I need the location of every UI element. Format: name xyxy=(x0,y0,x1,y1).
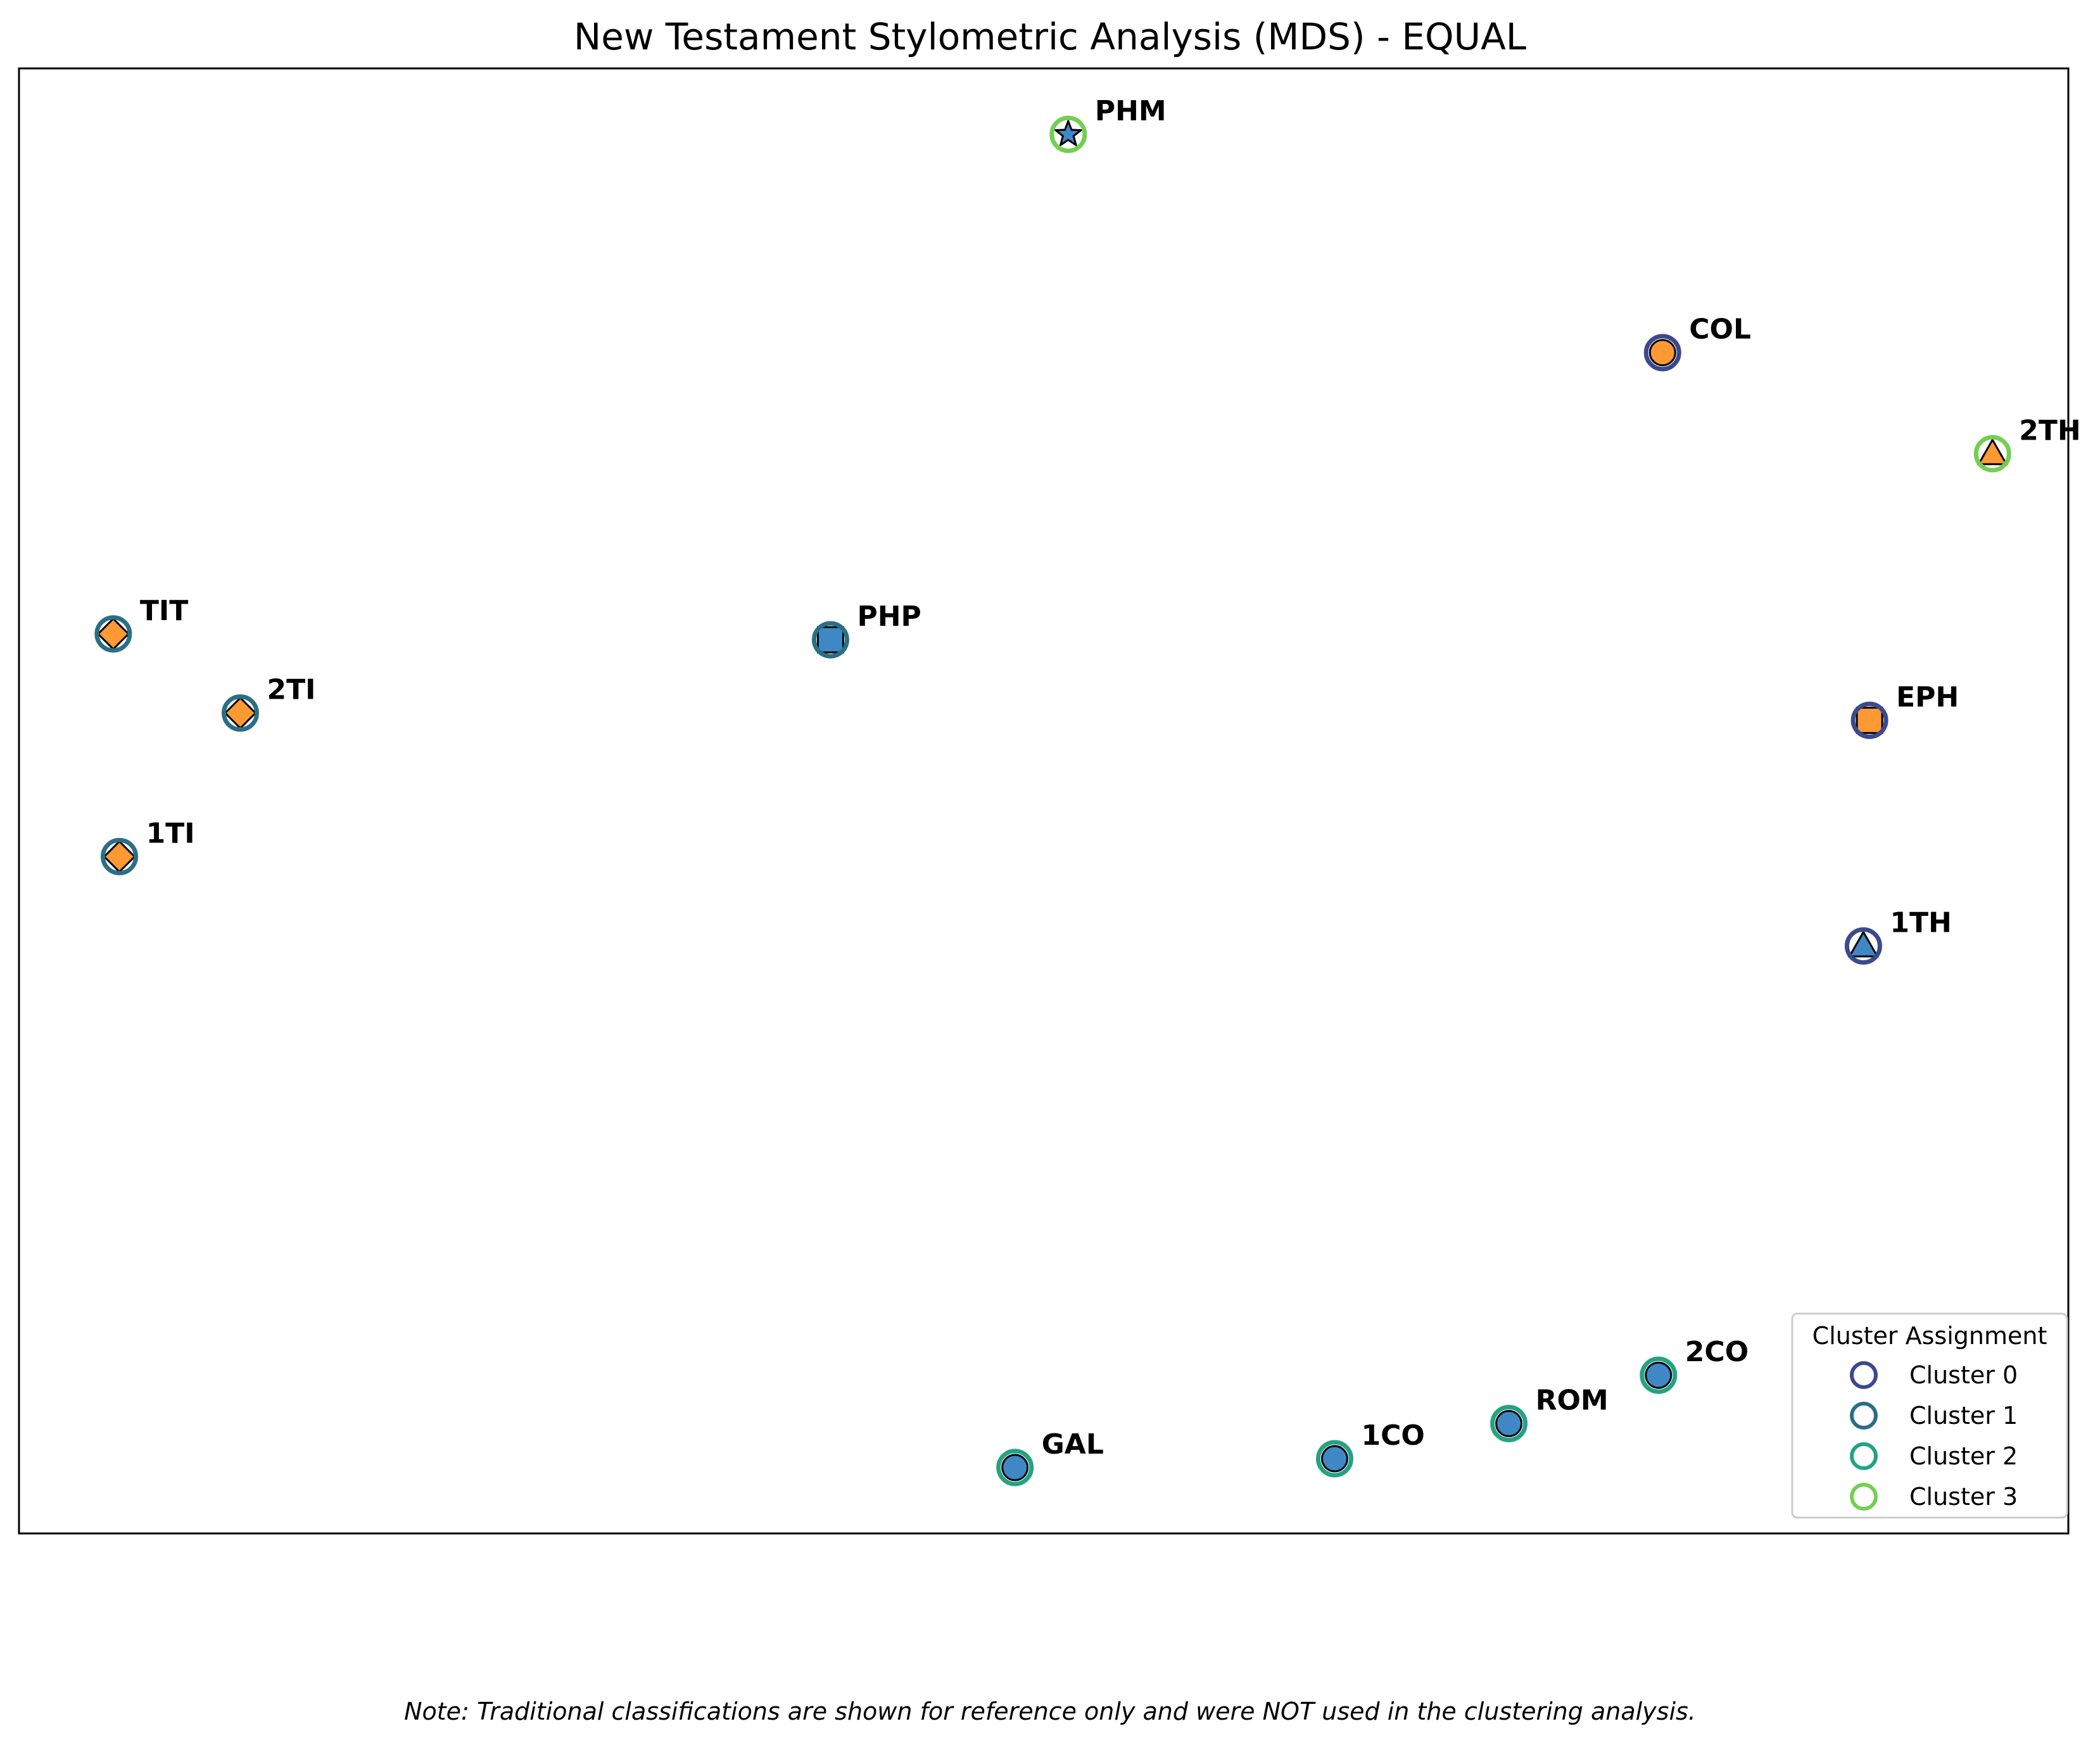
circle-marker xyxy=(1001,1454,1029,1482)
cluster-ring xyxy=(1844,927,1882,965)
legend-title: Cluster Assignment xyxy=(1812,1322,2047,1350)
triangle-marker xyxy=(1847,930,1879,958)
cluster-ring xyxy=(221,694,259,732)
cluster-ring xyxy=(1640,1356,1678,1394)
cluster-ring xyxy=(101,837,139,875)
cluster-ring xyxy=(811,621,849,659)
legend-entries: Cluster 0 Cluster 1 Cluster 2 Cluster 3 xyxy=(1850,1361,2018,1511)
point-label-tit: TIT xyxy=(140,595,188,627)
square-marker xyxy=(816,626,844,654)
point-rom xyxy=(1490,1405,1528,1443)
cluster-ring xyxy=(1490,1405,1528,1443)
point-eph xyxy=(1850,701,1888,739)
legend-label: Cluster 0 xyxy=(1909,1361,2018,1389)
point-label-1th: 1TH xyxy=(1890,906,1951,939)
point-label-gal: GAL xyxy=(1042,1428,1104,1461)
legend-entry-cluster-0: Cluster 0 xyxy=(1850,1361,2018,1389)
circle-marker xyxy=(1495,1410,1523,1438)
legend-entry-cluster-2: Cluster 2 xyxy=(1850,1442,2018,1470)
point-2co xyxy=(1640,1356,1678,1394)
point-label-rom: ROM xyxy=(1536,1385,1609,1417)
cluster-ring xyxy=(1850,701,1888,739)
star-marker xyxy=(1053,118,1084,148)
point-label-1ti: 1TI xyxy=(146,817,195,849)
point-1co xyxy=(1316,1440,1354,1478)
point-label-2ti: 2TI xyxy=(267,674,315,706)
point-label-phm: PHM xyxy=(1095,95,1167,127)
point-tit xyxy=(94,615,132,653)
cluster-ring xyxy=(1973,435,2011,473)
footnote: Note: Traditional classifications are sh… xyxy=(404,1697,1696,1725)
point-phm xyxy=(1049,115,1087,153)
circle-marker xyxy=(1321,1445,1349,1473)
point-col xyxy=(1643,334,1681,372)
cluster-ring xyxy=(996,1449,1034,1487)
legend-swatch xyxy=(1850,1361,1878,1389)
point-php xyxy=(811,621,849,659)
plot-area-frame xyxy=(18,67,2070,1535)
circle-marker xyxy=(1648,339,1676,367)
legend-swatch xyxy=(1850,1483,1878,1511)
cluster-ring xyxy=(1643,334,1681,372)
point-label-php: PHP xyxy=(857,600,921,633)
legend-swatch xyxy=(1850,1402,1878,1430)
data-labels: PHM COL 2TH TIT PHP 2TI EPH 1TI 1TH 2CO ROM 1CO GAL xyxy=(140,95,2081,1461)
cluster-ring xyxy=(1316,1440,1354,1478)
legend-swatch xyxy=(1850,1442,1878,1470)
point-label-col: COL xyxy=(1689,314,1751,346)
chart-title: New Testament Stylometric Analysis (MDS)… xyxy=(574,15,1526,58)
point-label-eph: EPH xyxy=(1896,681,1959,713)
triangle-marker xyxy=(1977,438,2008,466)
legend-entry-cluster-3: Cluster 3 xyxy=(1850,1483,2018,1511)
legend-entry-cluster-1: Cluster 1 xyxy=(1850,1402,2018,1430)
point-label-1co: 1CO xyxy=(1362,1419,1425,1452)
legend-label: Cluster 2 xyxy=(1909,1442,2018,1470)
legend-label: Cluster 1 xyxy=(1909,1402,2018,1430)
square-marker xyxy=(1856,706,1883,734)
data-points xyxy=(94,115,2011,1487)
point-2th xyxy=(1973,435,2011,473)
point-label-2co: 2CO xyxy=(1685,1336,1749,1368)
circle-marker xyxy=(1645,1361,1673,1389)
cluster-ring xyxy=(94,615,132,653)
legend-label: Cluster 3 xyxy=(1909,1483,2018,1511)
point-label-2th: 2TH xyxy=(2019,414,2080,447)
point-gal xyxy=(996,1449,1034,1487)
cluster-ring xyxy=(1049,115,1087,153)
point-1ti xyxy=(101,837,139,875)
point-2ti xyxy=(221,694,259,732)
point-1th xyxy=(1844,927,1882,965)
